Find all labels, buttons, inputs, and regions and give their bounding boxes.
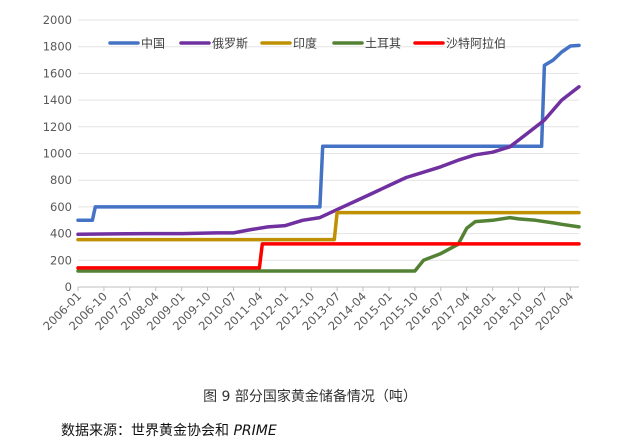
source-prefix: 数据来源：世界黄金协会和 — [61, 423, 234, 439]
y-tick-labels: 0 200 400 600 800 1000 1200 1400 1600 1800 2000 — [43, 13, 72, 294]
legend-label: 印度 — [293, 36, 317, 51]
y-tick-label: 600 — [50, 200, 72, 214]
y-tick-label: 1200 — [43, 120, 72, 134]
figure-caption: 图 9 部分国家黄金储备情况（吨） — [203, 389, 417, 405]
y-tick-label: 0 — [65, 280, 72, 294]
legend-label: 沙特阿拉伯 — [446, 36, 506, 51]
y-tick-label: 2000 — [43, 13, 72, 27]
y-tick-label: 1000 — [43, 147, 72, 161]
series-line-3 — [76, 210, 581, 242]
y-tick-label: 200 — [50, 253, 72, 267]
y-tick-label: 1600 — [43, 66, 72, 80]
series-line-1 — [76, 43, 581, 223]
series-line-4 — [76, 215, 581, 273]
series-line-2 — [76, 85, 581, 237]
series-line-5 — [76, 242, 581, 270]
legend-label: 中国 — [141, 36, 165, 51]
y-tick-label: 800 — [50, 173, 72, 187]
legend: 中国 俄罗斯 印度 土耳其 沙特阿拉伯 — [108, 36, 506, 51]
data-source-note: 数据来源：世界黄金协会和 PRIME — [61, 420, 277, 440]
y-tick-label: 1800 — [43, 40, 72, 54]
series-lines — [76, 43, 581, 273]
source-italic: PRIME — [233, 423, 277, 439]
y-tick-label: 400 — [50, 227, 72, 241]
y-tick-label: 1400 — [43, 93, 72, 107]
legend-label: 俄罗斯 — [212, 37, 248, 51]
chart-background — [0, 0, 620, 370]
legend-label: 土耳其 — [365, 37, 401, 51]
gold-reserves-line-chart: 0 200 400 600 800 1000 1200 1400 1600 1800 2000 20… — [0, 0, 620, 370]
